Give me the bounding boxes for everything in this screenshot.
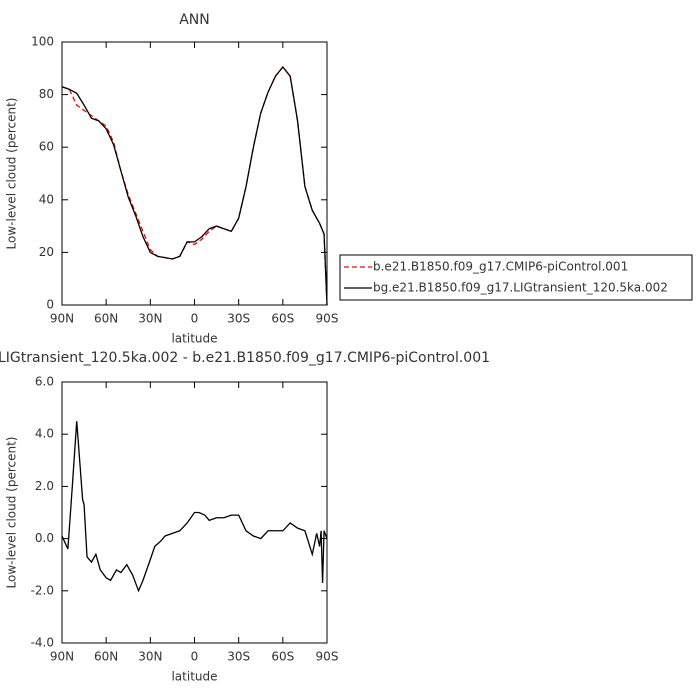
y-tick-label: 100: [31, 35, 54, 49]
y-tick-label: 0.0: [35, 531, 54, 545]
y-tick-label: 40: [39, 192, 54, 206]
y-tick-label: 4.0: [35, 427, 54, 441]
y-tick-label: 0: [46, 298, 54, 312]
x-tick-label: 90S: [316, 312, 339, 326]
y-tick-label: 6.0: [35, 375, 54, 389]
y-axis-label: Low-level cloud (percent): [5, 437, 19, 589]
data-line: [61, 65, 328, 306]
legend-box: [339, 254, 693, 301]
x-tick-label: 60S: [271, 312, 294, 326]
x-tick-label: 60N: [94, 312, 118, 326]
x-tick-label: 0: [191, 312, 199, 326]
plot-frame: [61, 41, 328, 306]
x-tick-label: 60S: [271, 650, 294, 664]
x-tick-label: 0: [191, 650, 199, 664]
x-tick-label: 30S: [227, 312, 250, 326]
x-tick-label: 60N: [94, 650, 118, 664]
x-axis-label: latitude: [171, 670, 217, 684]
legend-label: bg.e21.B1850.f09_g17.LIGtransient_120.5k…: [373, 281, 668, 295]
y-tick-label: 20: [39, 245, 54, 259]
x-tick-label: 30S: [227, 650, 250, 664]
y-tick-label: -2.0: [31, 583, 54, 597]
x-tick-label: 90S: [316, 650, 339, 664]
y-axis-label: Low-level cloud (percent): [5, 98, 19, 250]
x-axis-label: latitude: [171, 332, 217, 346]
chart-title: ANN: [179, 12, 210, 28]
y-tick-label: 60: [39, 140, 54, 154]
x-tick-label: 90N: [50, 650, 74, 664]
y-tick-label: 2.0: [35, 479, 54, 493]
x-tick-label: 90N: [50, 312, 74, 326]
y-tick-label: 80: [39, 87, 54, 101]
y-tick-label: -4.0: [31, 636, 54, 650]
legend-label: b.e21.B1850.f09_g17.CMIP6-piControl.001: [373, 260, 628, 274]
chart-title: LIGtransient_120.5ka.002 - b.e21.B1850.f…: [0, 350, 490, 366]
data-line: [61, 421, 328, 593]
x-tick-label: 30N: [138, 650, 162, 664]
data-line: [61, 65, 328, 306]
x-tick-label: 30N: [138, 312, 162, 326]
